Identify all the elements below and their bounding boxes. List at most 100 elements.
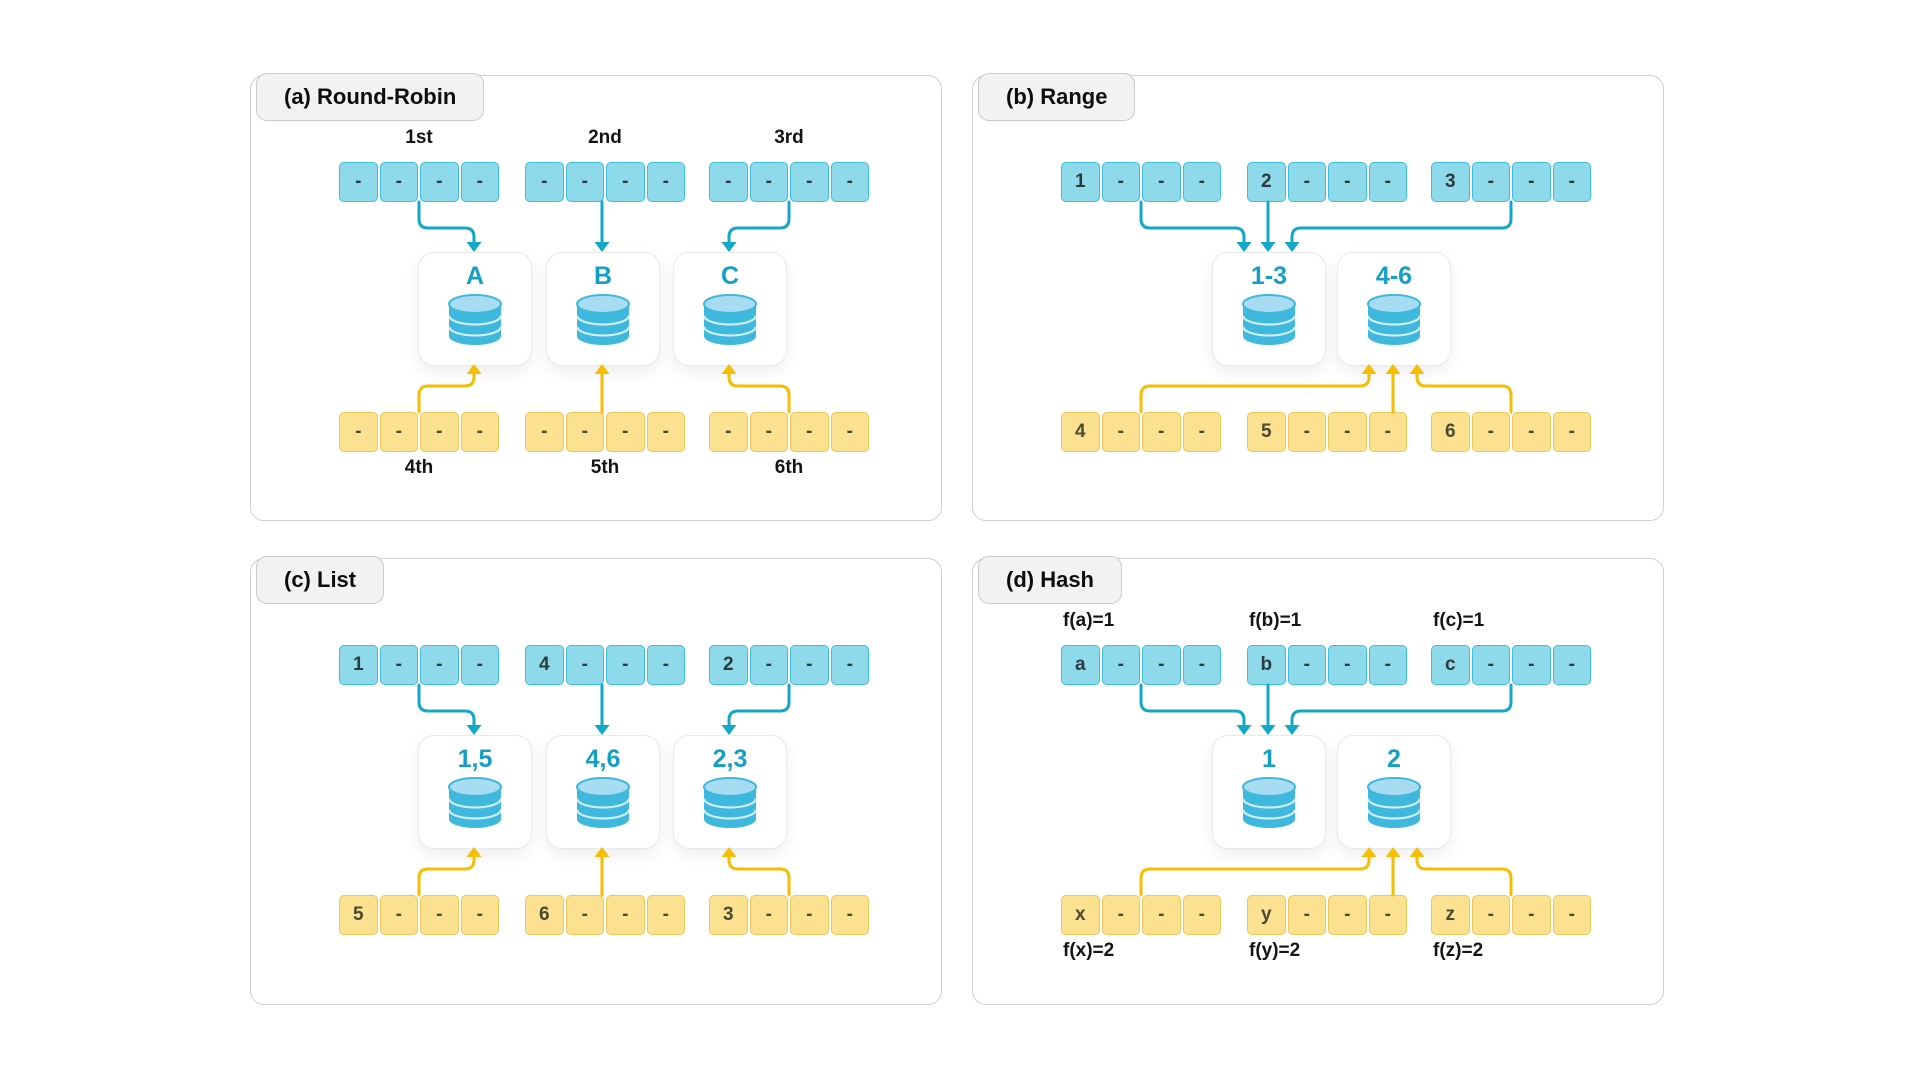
row-cell: 6 — [1431, 412, 1470, 452]
data-row: 3--- — [1431, 162, 1591, 202]
row-cell: - — [1512, 895, 1551, 935]
database-icon — [702, 777, 758, 828]
row-cell: - — [749, 162, 788, 202]
row-cell: - — [606, 412, 645, 452]
row-cell: - — [379, 895, 418, 935]
row-cell: - — [1552, 412, 1591, 452]
data-row: a--- — [1061, 645, 1221, 685]
row-cell: - — [460, 895, 499, 935]
node-card: B — [546, 252, 660, 366]
row-cell: - — [709, 412, 748, 452]
flow-arrow-bottom-0 — [417, 364, 482, 414]
row-cell: - — [1328, 162, 1367, 202]
data-row: 4--- — [1061, 412, 1221, 452]
row-cell: - — [606, 645, 645, 685]
flow-arrow-top-2 — [721, 683, 791, 735]
data-row: x--- — [1061, 895, 1221, 935]
flow-arrow-bottom-0 — [1139, 364, 1377, 414]
row-cell: - — [790, 895, 829, 935]
node-card: 1,5 — [418, 735, 532, 849]
row-cell: b — [1247, 645, 1286, 685]
row-cell: a — [1061, 645, 1100, 685]
row-cell: - — [1368, 162, 1407, 202]
group-label: 6th — [774, 457, 804, 478]
row-cell: - — [1142, 895, 1181, 935]
flow-arrow-bottom-2 — [721, 847, 791, 897]
row-cell: - — [1142, 645, 1181, 685]
database-icon — [575, 294, 631, 345]
node-card: A — [418, 252, 532, 366]
panel-title: (b) Range — [1006, 84, 1108, 109]
database-icon — [447, 777, 503, 828]
row-cell: 3 — [709, 895, 748, 935]
data-row: ---- — [339, 162, 499, 202]
row-cell: - — [646, 895, 685, 935]
group-label: f(z)=2 — [1433, 940, 1484, 961]
row-cell: - — [565, 162, 604, 202]
group-label: 5th — [590, 457, 620, 478]
flow-arrow-bottom-2 — [1409, 847, 1513, 897]
database-icon — [1241, 777, 1297, 828]
panel-tab: (b) Range — [978, 73, 1136, 121]
row-cell: - — [420, 162, 459, 202]
row-cell: - — [830, 412, 869, 452]
data-row: 2--- — [709, 645, 869, 685]
node-card: 2 — [1337, 735, 1451, 849]
row-cell: - — [749, 895, 788, 935]
panel-tab: (d) Hash — [978, 556, 1122, 604]
panel-round-robin: (a) Round-Robin 1st - - - - - - - -4th 2nd - - - - - - -… — [250, 73, 942, 521]
panel-title: (c) List — [284, 567, 357, 592]
group-label: f(x)=2 — [1063, 940, 1115, 961]
row-cell: - — [1101, 645, 1140, 685]
row-cell: - — [1552, 645, 1591, 685]
row-cell: 2 — [1247, 162, 1286, 202]
row-cell: - — [1101, 412, 1140, 452]
data-row: 3--- — [709, 895, 869, 935]
node-icon-wrap — [1237, 775, 1301, 836]
row-cell: - — [460, 412, 499, 452]
flow-arrow-top-0 — [1139, 683, 1252, 735]
row-cell: - — [1471, 162, 1510, 202]
data-row: ---- — [709, 162, 869, 202]
row-cell: - — [1182, 645, 1221, 685]
node-card: 2,3 — [673, 735, 787, 849]
node-icon-wrap — [698, 292, 762, 353]
panel-title: (a) Round-Robin — [284, 84, 457, 109]
node-icon-wrap — [1237, 292, 1301, 353]
node-icon-wrap — [698, 775, 762, 836]
row-cell: - — [379, 162, 418, 202]
row-cell: z — [1431, 895, 1470, 935]
database-icon — [1241, 294, 1297, 345]
flow-arrow-bottom-2 — [1409, 364, 1513, 414]
row-cell: 4 — [1061, 412, 1100, 452]
row-cell: c — [1431, 645, 1470, 685]
row-cell: - — [830, 162, 869, 202]
data-row: 5--- — [339, 895, 499, 935]
flow-arrow-bottom-1 — [594, 847, 610, 897]
row-cell: - — [1101, 895, 1140, 935]
data-row: z--- — [1431, 895, 1591, 935]
flow-arrow-bottom-0 — [417, 847, 482, 897]
data-row: ---- — [339, 412, 499, 452]
flow-arrow-top-2 — [721, 200, 791, 252]
flow-arrow-top-1 — [594, 683, 610, 735]
row-cell: - — [339, 162, 378, 202]
group-label: f(a)=1 — [1063, 610, 1115, 631]
row-cell: - — [1328, 412, 1367, 452]
group-label: f(c)=1 — [1433, 610, 1485, 631]
group-label: f(y)=2 — [1249, 940, 1301, 961]
row-cell: - — [420, 895, 459, 935]
row-cell: - — [1182, 895, 1221, 935]
row-cell: - — [1142, 162, 1181, 202]
flow-arrow-top-2 — [1284, 683, 1513, 735]
row-cell: - — [460, 162, 499, 202]
row-cell: - — [525, 162, 564, 202]
group-label: 3rd — [774, 127, 804, 148]
panel-tab: (a) Round-Robin — [256, 73, 485, 121]
row-cell: - — [420, 645, 459, 685]
data-row: 5--- — [1247, 412, 1407, 452]
row-cell: 4 — [525, 645, 564, 685]
row-cell: 1 — [339, 645, 378, 685]
flow-arrow-top-1 — [1260, 683, 1276, 735]
panel-range: (b) Range 1- - -4- - -2- - -5- - -3- - -6- - -1-3 4-6 — [972, 73, 1664, 521]
